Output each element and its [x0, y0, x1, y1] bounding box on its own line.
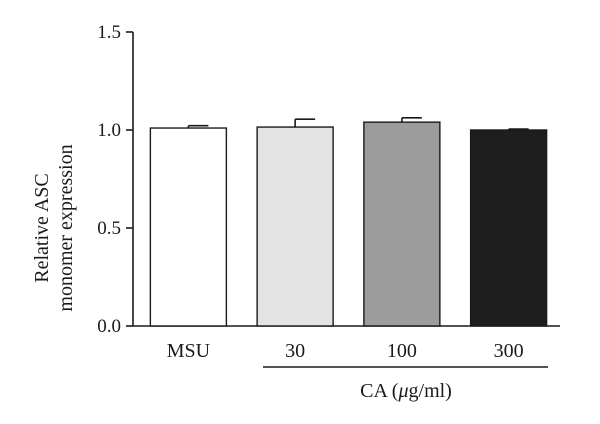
bar-MSU: [149, 127, 228, 327]
bar-100: [363, 121, 441, 327]
y-axis-label-line-2: monomer expression: [55, 144, 77, 311]
x-group-label: CA (μg/ml): [360, 380, 452, 402]
y-tick-label: 0.0: [97, 316, 121, 337]
bar-300: [469, 129, 548, 327]
category-label: 100: [387, 340, 417, 362]
bars: [149, 117, 548, 327]
x-group-label-mu: μ: [397, 380, 408, 402]
x-group-label-prefix: CA (: [360, 380, 399, 402]
category-label: 30: [285, 340, 305, 362]
y-tick-label: 0.5: [97, 218, 121, 239]
y-axis-label-line-1: Relative ASC: [31, 173, 53, 282]
category-label: MSU: [167, 340, 211, 362]
category-label: 300: [494, 340, 524, 362]
bar-30: [256, 126, 334, 327]
x-group-label-suffix: g/ml): [409, 380, 452, 402]
y-tick-label: 1.5: [97, 22, 121, 43]
y-tick-label: 1.0: [97, 120, 121, 141]
category-labels: MSU 30 100 300: [167, 340, 524, 362]
